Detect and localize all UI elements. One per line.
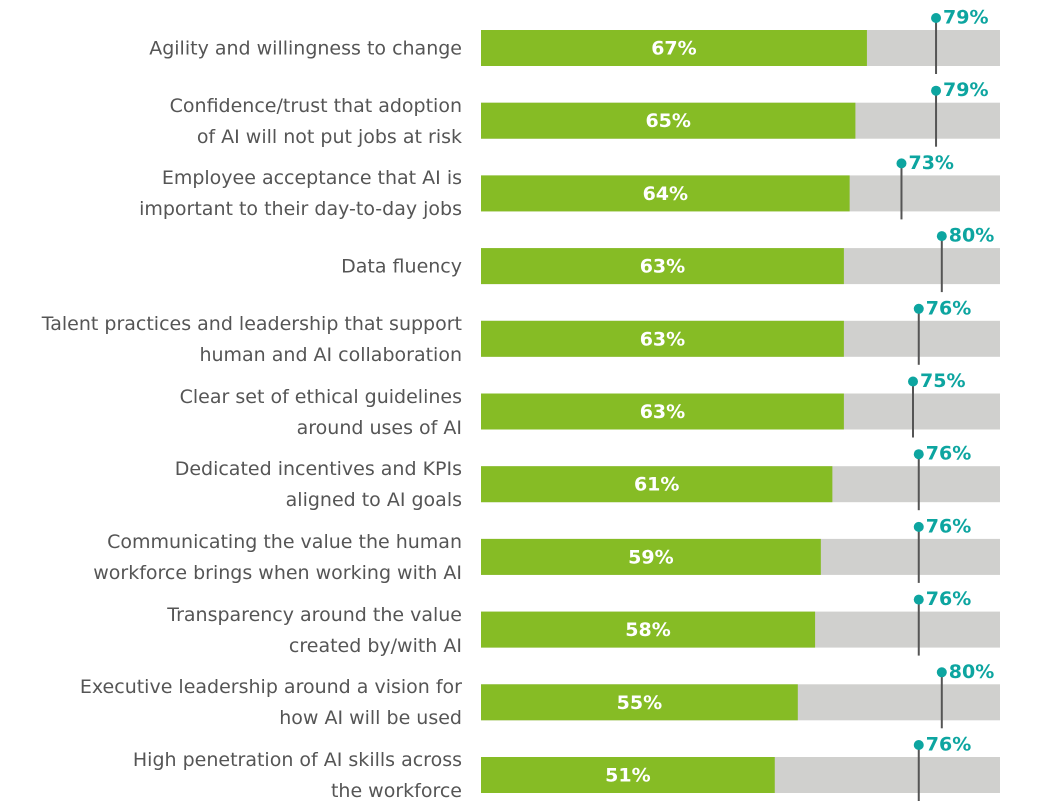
marker-label: 80%: [949, 661, 994, 683]
marker-dot: [913, 449, 924, 460]
bar-label: 55%: [617, 692, 662, 714]
marker-label: 76%: [926, 588, 971, 610]
bar-label: 64%: [643, 183, 688, 205]
bar: [481, 102, 856, 139]
marker-label: 79%: [943, 7, 988, 29]
category-label: Data fluency: [341, 255, 462, 278]
marker-label: 79%: [943, 79, 988, 101]
marker-dot: [931, 85, 942, 96]
bar: [481, 175, 850, 212]
bar-label: 63%: [640, 256, 685, 278]
marker-dot: [936, 667, 947, 678]
bar-label: 58%: [625, 619, 670, 641]
bar: [481, 248, 844, 285]
marker-dot: [913, 303, 924, 314]
bar: [481, 30, 867, 66]
bar: [481, 466, 833, 503]
bar: [481, 393, 844, 430]
marker-label: 75%: [920, 370, 965, 392]
marker-dot: [908, 376, 918, 387]
bar-label: 51%: [605, 765, 650, 787]
category-label: Transparency around the value created by…: [167, 603, 462, 657]
category-label: Executive leadership around a vision for…: [79, 676, 462, 730]
marker-label: 80%: [949, 225, 994, 247]
marker-label: 76%: [926, 443, 971, 465]
category-label: High penetration of AI skills across the…: [132, 749, 462, 802]
marker-dot: [896, 158, 907, 169]
marker-label: 76%: [926, 734, 971, 756]
marker-dot: [931, 13, 942, 23]
category-label: Clear set of ethical guidelines around u…: [179, 385, 462, 439]
category-label: Communicating the value the human workfo…: [93, 530, 462, 584]
marker-dot: [913, 594, 924, 605]
marker-label: 76%: [926, 515, 971, 537]
category-label: Dedicated incentives and KPIs aligned to…: [174, 458, 462, 512]
bar: [481, 684, 798, 721]
marker-label: 73%: [908, 152, 953, 174]
marker-label: 76%: [926, 297, 971, 319]
bar: [481, 611, 816, 648]
bar-label: 59%: [628, 546, 673, 568]
marker-dot: [913, 521, 924, 532]
marker-dot: [936, 231, 947, 242]
bar-label: 61%: [634, 474, 679, 496]
bar-label: 65%: [645, 110, 690, 132]
marker-dot: [913, 740, 924, 750]
bar-label: 67%: [651, 38, 696, 60]
category-label: Talent practices and leadership that sup…: [41, 312, 462, 366]
category-label: Confidence/trust that adoption of AI wil…: [169, 94, 462, 148]
bar-label: 63%: [640, 328, 685, 350]
bar-label: 63%: [640, 401, 685, 423]
bar: [481, 538, 821, 575]
category-label: Employee acceptance that AI is important…: [139, 167, 462, 221]
category-label: Agility and willingness to change: [149, 37, 462, 60]
bar: [481, 320, 844, 357]
bar: [481, 757, 775, 793]
